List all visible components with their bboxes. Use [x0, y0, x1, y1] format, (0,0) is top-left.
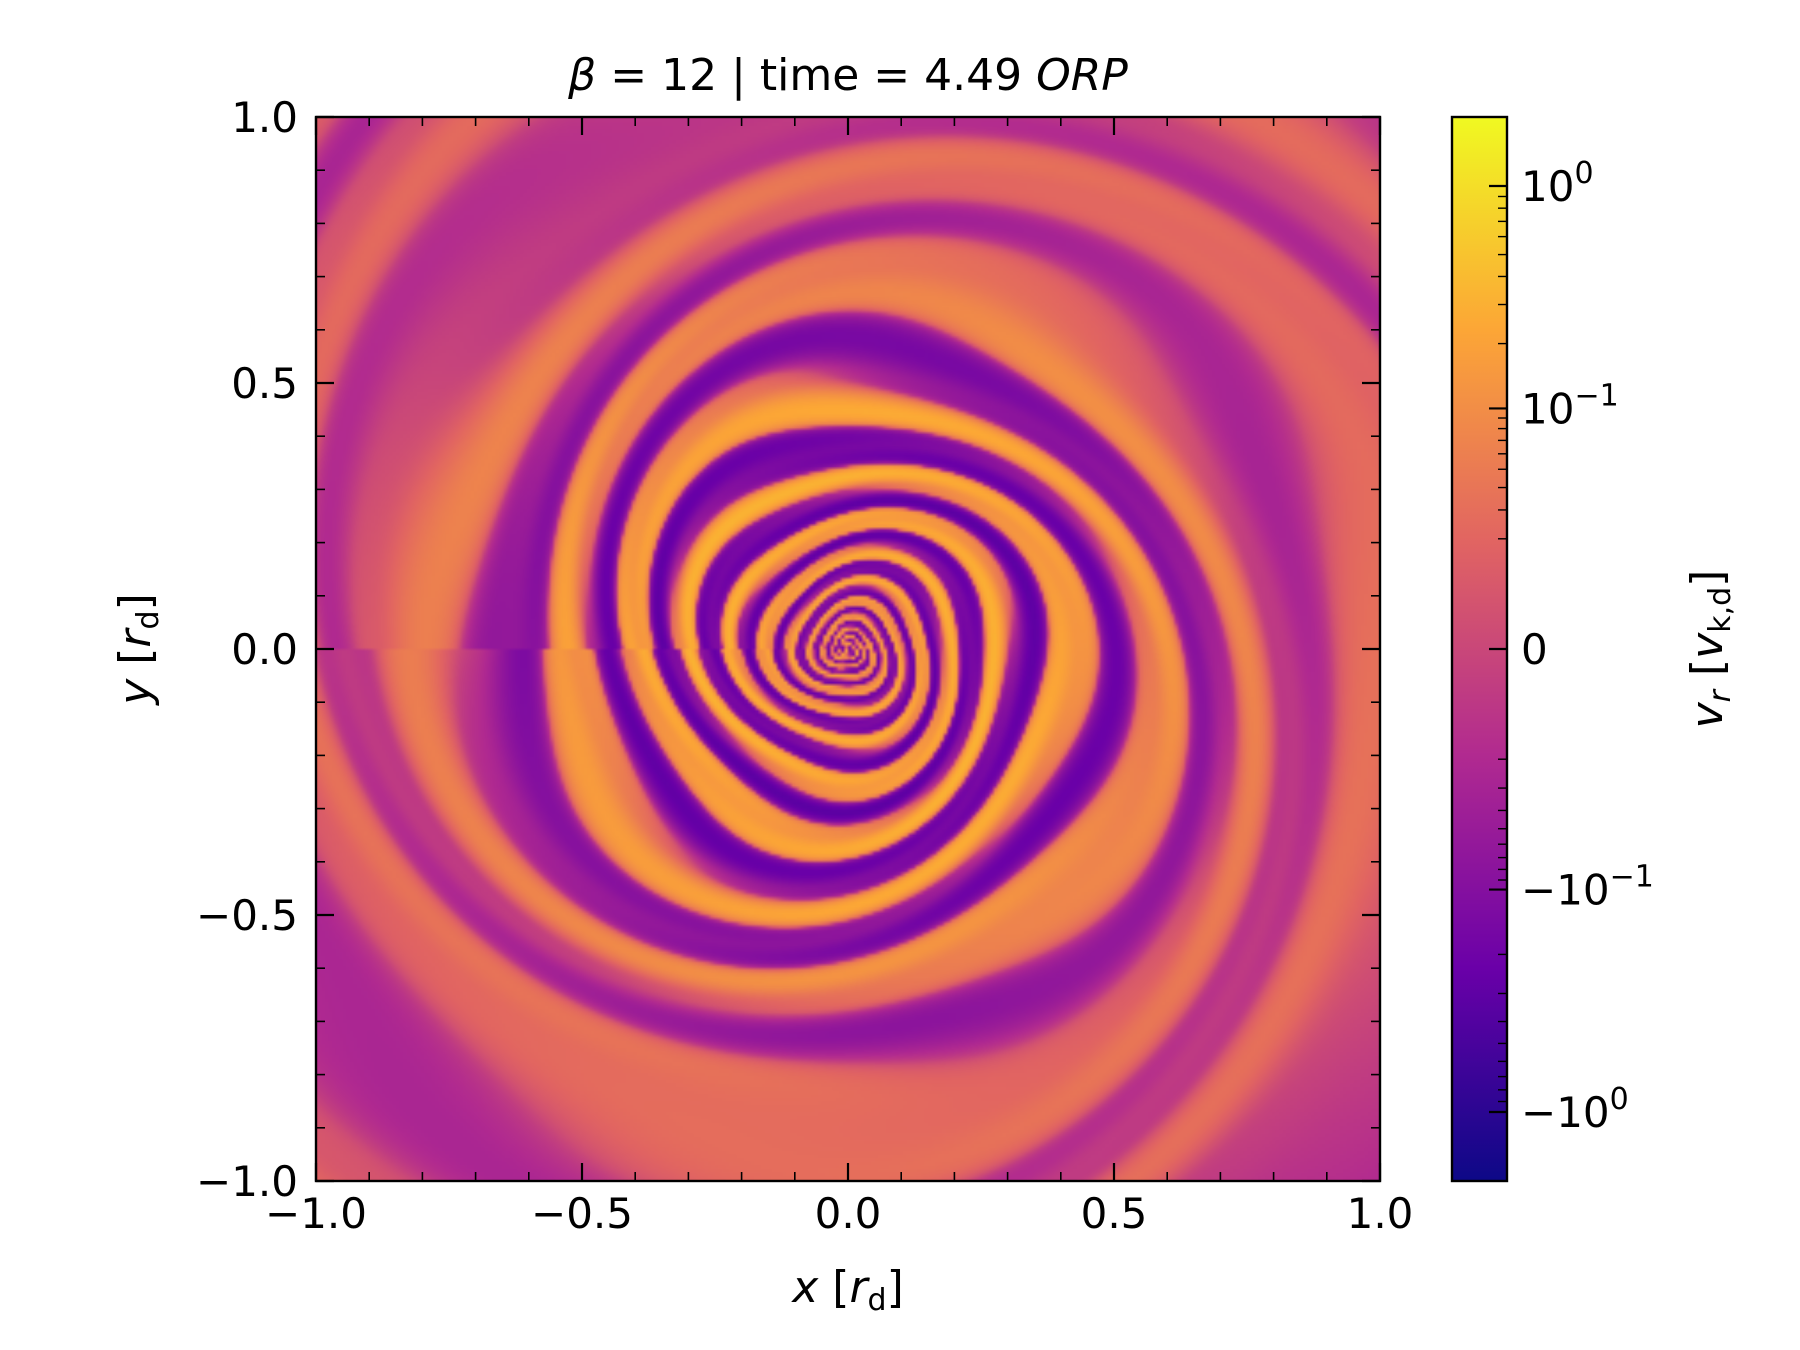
y-tick-label: 0.5 — [231, 359, 298, 408]
colorbar-tick-label: 100 — [1521, 156, 1594, 211]
x-tick-label: 0.0 — [815, 1189, 882, 1238]
y-tick-label: −1.0 — [196, 1157, 298, 1206]
y-tick-label: 0.0 — [231, 625, 298, 674]
x-axis-label-close: ] — [887, 1262, 904, 1313]
colorbar-tick-label: −10−1 — [1521, 860, 1654, 915]
y-axis-label-close: ] — [110, 593, 161, 610]
y-axis-label-open: [ — [110, 648, 161, 679]
y-ticks: −1.0 −0.5 0.0 0.5 1.0 — [196, 93, 1380, 1206]
x-axis-label-sub: d — [868, 1283, 887, 1318]
heatmap-image — [316, 117, 1380, 1181]
x-axis-label: x [rd] — [790, 1262, 904, 1318]
title-time-unit: ORP — [1036, 50, 1128, 101]
colorbar-label-var-sub: r — [1703, 688, 1738, 702]
colorbar-label-unit: v — [1682, 632, 1733, 659]
x-axis-label-var: x — [790, 1262, 819, 1313]
colorbar-label-var: v — [1682, 701, 1733, 728]
colorbar-label: vr [vk,d] — [1682, 570, 1738, 729]
colorbar-label-unit-sub: k,d — [1703, 587, 1738, 633]
y-axis-label: y [rd] — [110, 593, 166, 707]
x-axis-label-open: [ — [818, 1262, 849, 1313]
y-tick-label: 1.0 — [231, 93, 298, 142]
y-axis-label-unit: r — [110, 627, 161, 648]
title-text: = 12 | time = 4.49 — [596, 50, 1036, 101]
x-tick-label: 0.5 — [1081, 1189, 1148, 1238]
x-axis-label-unit: r — [849, 1262, 870, 1313]
colorbar-tick-label: 0 — [1521, 625, 1548, 674]
x-tick-label: −0.5 — [531, 1189, 633, 1238]
y-axis-label-var: y — [110, 678, 161, 707]
colorbar-tick-label: −100 — [1521, 1082, 1629, 1137]
y-tick-label: −0.5 — [196, 891, 298, 940]
colorbar-tick-label: 10−1 — [1521, 378, 1619, 433]
colorbar-label-close: ] — [1682, 570, 1733, 587]
chart-title: β = 12 | time = 4.49 ORP — [567, 50, 1128, 101]
colorbar-label-open: [ — [1682, 659, 1733, 690]
colorbar-ticks: −100 −10−1 0 10−1 100 — [1489, 116, 1654, 1182]
y-axis-label-sub: d — [131, 610, 166, 629]
x-tick-label: 1.0 — [1347, 1189, 1414, 1238]
title-beta-symbol: β — [567, 50, 596, 101]
x-tick-label: −1.0 — [265, 1189, 367, 1238]
x-ticks: −1.0 −0.5 0.0 0.5 1.0 — [265, 117, 1413, 1238]
